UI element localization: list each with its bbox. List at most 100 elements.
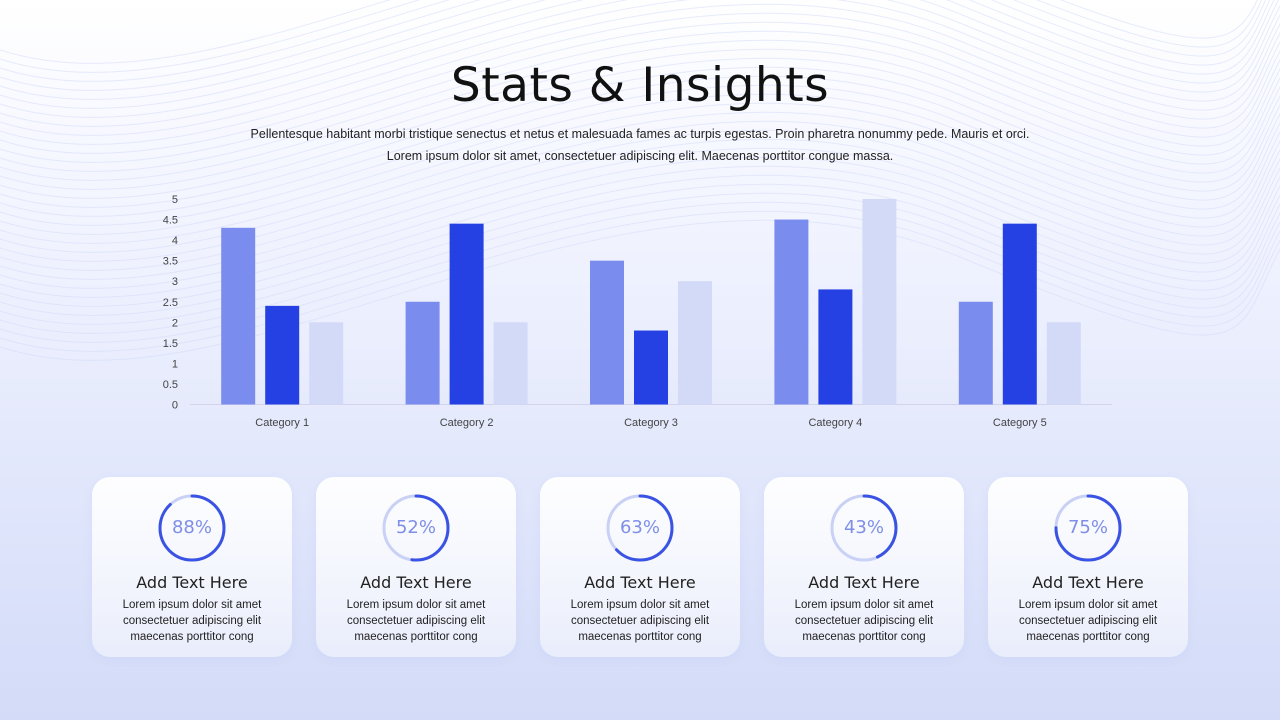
x-category-label: Category 3 bbox=[624, 417, 678, 429]
percent-label: 88% bbox=[171, 517, 212, 538]
bar bbox=[221, 227, 256, 405]
background-wave-line bbox=[0, 57, 1280, 199]
y-tick-label: 0.5 bbox=[163, 379, 178, 391]
x-category-label: Category 4 bbox=[808, 417, 862, 429]
progress-ring: 88% bbox=[157, 493, 227, 563]
bar bbox=[818, 289, 853, 405]
subtitle-line-1: Pellentesque habitant morbi tristique se… bbox=[250, 127, 1030, 141]
background-wave-line bbox=[0, 0, 1280, 118]
card-body-line: maecenas porttitor cong bbox=[578, 631, 702, 643]
bar bbox=[449, 223, 484, 405]
card-body-line: maecenas porttitor cong bbox=[130, 631, 254, 643]
bar bbox=[1046, 322, 1081, 405]
background-wave-line bbox=[0, 0, 1280, 127]
progress-ring: 63% bbox=[605, 493, 675, 563]
background-wave-line bbox=[0, 0, 1280, 109]
background-wave-line bbox=[0, 93, 1280, 235]
card-body-line: Lorem ipsum dolor sit amet bbox=[1018, 599, 1158, 611]
y-tick-label: 0 bbox=[172, 400, 178, 412]
ring-progress-arc bbox=[606, 494, 674, 562]
card-body: Lorem ipsum dolor sit amet consectetuer … bbox=[1008, 597, 1168, 645]
card-body: Lorem ipsum dolor sit amet consectetuer … bbox=[560, 597, 720, 645]
bar bbox=[958, 301, 993, 405]
bar-chart: 0 0.5 1 1.5 2 2.5 3 3.5 4 4.5 5 Category 1 Category … bbox=[163, 194, 1112, 429]
slide-subtitle: Pellentesque habitant morbi tristique se… bbox=[200, 123, 1080, 167]
card-title: Add Text Here bbox=[584, 573, 696, 592]
card-title: Add Text Here bbox=[808, 573, 920, 592]
background-wave-line bbox=[0, 0, 1280, 136]
progress-ring-graphic bbox=[830, 494, 898, 562]
bar bbox=[493, 322, 528, 405]
background-wave-line bbox=[0, 21, 1280, 163]
card-body-line: consectetuer adipiscing elit bbox=[794, 615, 934, 627]
background-wave-line bbox=[0, 0, 1275, 100]
card-body-line: consectetuer adipiscing elit bbox=[346, 615, 486, 627]
card-body: Lorem ipsum dolor sit amet consectetuer … bbox=[784, 597, 944, 645]
percent-label: 63% bbox=[619, 517, 660, 538]
stat-card: 88% Add Text Here Lorem ipsum dolor sit … bbox=[92, 477, 292, 657]
progress-ring-graphic bbox=[158, 494, 226, 562]
background-wave-line bbox=[0, 84, 1280, 226]
card-title: Add Text Here bbox=[136, 573, 248, 592]
bar bbox=[1002, 223, 1037, 405]
bar bbox=[590, 260, 624, 405]
background-wave-line bbox=[0, 3, 1280, 145]
ring-progress-arc bbox=[382, 494, 450, 562]
progress-ring-graphic bbox=[1054, 494, 1122, 562]
background-wave-line bbox=[0, 0, 1258, 64]
bar bbox=[862, 199, 897, 405]
card-body-line: Lorem ipsum dolor sit amet bbox=[570, 599, 710, 611]
background-wave-line bbox=[0, 39, 1280, 181]
y-tick-label: 4.5 bbox=[163, 215, 178, 227]
card-body: Lorem ipsum dolor sit amet consectetuer … bbox=[336, 597, 496, 645]
progress-ring: 43% bbox=[829, 493, 899, 563]
background-wave-line bbox=[0, 0, 1271, 91]
percent-label: 43% bbox=[843, 517, 884, 538]
y-tick-label: 2 bbox=[172, 317, 178, 329]
background-wave-line bbox=[0, 75, 1280, 217]
stat-card: 43% Add Text Here Lorem ipsum dolor sit … bbox=[764, 477, 964, 657]
x-category-label: Category 1 bbox=[255, 417, 309, 429]
y-tick-label: 1.5 bbox=[163, 338, 178, 350]
y-tick-label: 2.5 bbox=[163, 297, 178, 309]
percent-label: 52% bbox=[395, 517, 436, 538]
bar bbox=[265, 305, 300, 405]
card-body-line: consectetuer adipiscing elit bbox=[1018, 615, 1158, 627]
card-body: Lorem ipsum dolor sit amet consectetuer … bbox=[112, 597, 272, 645]
y-tick-label: 3.5 bbox=[163, 256, 178, 268]
card-body-line: maecenas porttitor cong bbox=[354, 631, 478, 643]
card-title: Add Text Here bbox=[1032, 573, 1144, 592]
card-body-line: Lorem ipsum dolor sit amet bbox=[346, 599, 486, 611]
percent-label: 75% bbox=[1067, 517, 1108, 538]
ring-progress-arc bbox=[158, 494, 226, 562]
card-body-line: consectetuer adipiscing elit bbox=[570, 615, 710, 627]
ring-progress-arc bbox=[1054, 494, 1122, 562]
y-tick-label: 4 bbox=[172, 235, 178, 247]
progress-ring: 75% bbox=[1053, 493, 1123, 563]
card-body-line: Lorem ipsum dolor sit amet bbox=[122, 599, 262, 611]
stat-card: 75% Add Text Here Lorem ipsum dolor sit … bbox=[988, 477, 1188, 657]
background-wave-line bbox=[0, 102, 1280, 244]
card-title: Add Text Here bbox=[360, 573, 472, 592]
subtitle-line-2: Lorem ipsum dolor sit amet, consectetuer… bbox=[386, 149, 894, 163]
background-wave-line bbox=[0, 0, 1267, 82]
progress-ring-graphic bbox=[382, 494, 450, 562]
y-tick-label: 5 bbox=[172, 194, 178, 206]
stat-card: 52% Add Text Here Lorem ipsum dolor sit … bbox=[316, 477, 516, 657]
x-category-label: Category 2 bbox=[440, 417, 494, 429]
ring-progress-arc bbox=[830, 494, 898, 562]
background-wave-line bbox=[0, 0, 1263, 73]
stat-card: 63% Add Text Here Lorem ipsum dolor sit … bbox=[540, 477, 740, 657]
y-tick-label: 3 bbox=[172, 276, 178, 288]
bar bbox=[309, 322, 344, 405]
x-category-label: Category 5 bbox=[993, 417, 1047, 429]
bar bbox=[678, 281, 712, 405]
card-body-line: maecenas porttitor cong bbox=[802, 631, 926, 643]
bar bbox=[634, 330, 668, 405]
card-body-line: Lorem ipsum dolor sit amet bbox=[794, 599, 934, 611]
background-wave-line bbox=[0, 48, 1280, 190]
card-body-line: consectetuer adipiscing elit bbox=[122, 615, 262, 627]
card-body-line: maecenas porttitor cong bbox=[1026, 631, 1150, 643]
slide-title: Stats & Insights bbox=[450, 58, 830, 113]
